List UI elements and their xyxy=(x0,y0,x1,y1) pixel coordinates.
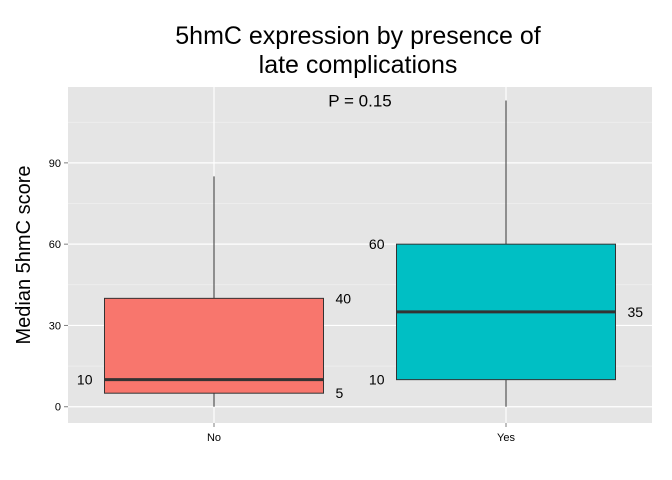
data-label: 5 xyxy=(336,385,344,401)
data-label: 35 xyxy=(628,304,644,320)
data-label: 10 xyxy=(369,372,385,388)
chart-title-line-1: 5hmC expression by presence of xyxy=(175,22,541,50)
y-tick-label: 0 xyxy=(55,402,61,414)
data-label: 40 xyxy=(336,290,352,306)
p-value-annotation: P = 0.15 xyxy=(328,92,392,111)
y-axis-label: Median 5hmC score xyxy=(13,166,35,345)
y-tick-label: 60 xyxy=(49,239,61,251)
plot-area: 0 30 60 90 40 10 5 60 35 10 No Yes P = 0.15 xyxy=(49,87,652,444)
chart-title-line-2: late complications xyxy=(259,51,458,79)
data-label: 60 xyxy=(369,236,385,252)
y-tick-label: 90 xyxy=(49,158,61,170)
data-label: 10 xyxy=(77,372,93,388)
box-no xyxy=(104,297,324,394)
x-tick-label: Yes xyxy=(497,432,515,444)
y-tick-label: 30 xyxy=(49,320,61,332)
x-tick-label: No xyxy=(207,432,221,444)
